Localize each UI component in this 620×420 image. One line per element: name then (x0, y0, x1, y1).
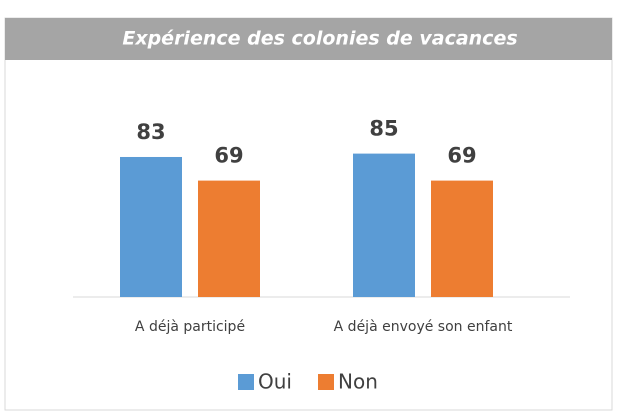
x-tick-label: A déjà participé (135, 319, 245, 335)
data-label: 85 (369, 117, 398, 141)
data-label: 69 (214, 144, 243, 168)
data-label: 83 (136, 120, 165, 144)
bar (431, 180, 493, 297)
legend-label: Non (338, 370, 378, 394)
legend-swatch (318, 374, 334, 390)
chart-title: Expérience des colonies de vacances (122, 28, 517, 50)
legend-label: Oui (258, 370, 292, 394)
bar (120, 156, 182, 297)
legend-swatch (238, 374, 254, 390)
bar (198, 180, 260, 297)
x-tick-label: A déjà envoyé son enfant (334, 319, 513, 335)
bar (353, 153, 415, 297)
title-banner (5, 18, 612, 60)
chart-frame (4, 17, 613, 411)
data-label: 69 (447, 144, 476, 168)
